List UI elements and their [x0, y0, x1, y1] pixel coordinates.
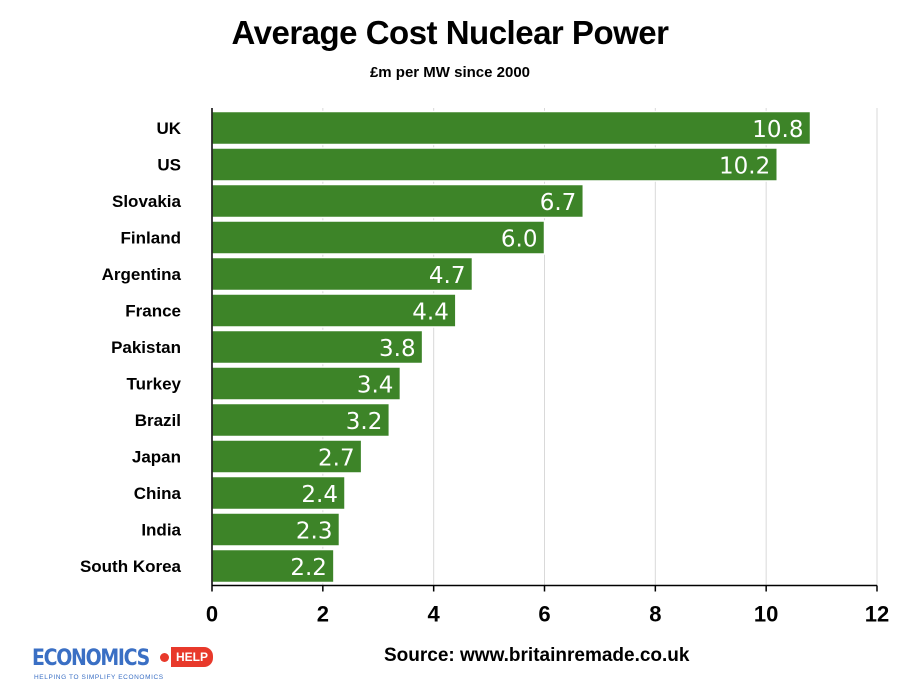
chart-subtitle: £m per MW since 2000	[369, 64, 531, 81]
category-label: Finland	[121, 229, 181, 248]
data-label: 6.0	[501, 227, 538, 253]
category-label: Argentina	[102, 265, 182, 284]
data-label: 3.2	[346, 409, 383, 435]
x-tick-label: 0	[206, 602, 218, 627]
category-label: South Korea	[80, 557, 182, 576]
data-label: 3.4	[357, 373, 394, 399]
bar	[211, 548, 335, 584]
category-label: Japan	[132, 448, 181, 467]
category-label: UK	[156, 119, 181, 138]
category-label: China	[134, 484, 182, 503]
bar-chart: UK 10.8 US 10.2 Slovakia 6.7 Finland 6.0 Argenti…	[80, 108, 889, 627]
chart-title: Average Cost Nuclear Power	[231, 14, 669, 51]
source-note: Source: www.britainremade.co.uk	[384, 645, 690, 666]
category-label: Brazil	[135, 411, 181, 430]
data-label: 6.7	[540, 190, 577, 216]
data-label: 3.8	[379, 336, 416, 362]
bar	[211, 329, 424, 365]
category-label: Pakistan	[111, 338, 181, 357]
economics-help-logo: ECONOMICS HELP HELPING TO SIMPLIFY ECONO…	[32, 646, 214, 686]
category-label: Slovakia	[112, 192, 182, 211]
data-label: 2.7	[318, 446, 355, 472]
data-label: 4.4	[412, 300, 449, 326]
category-label: Turkey	[127, 375, 182, 394]
x-tick-label: 8	[649, 602, 661, 627]
data-label: 2.2	[290, 555, 327, 581]
bar	[211, 512, 341, 547]
logo-dot	[160, 653, 169, 662]
bar	[211, 366, 402, 401]
category-label: US	[157, 156, 181, 175]
x-tick-label: 10	[754, 602, 778, 627]
logo-tagline: HELPING TO SIMPLIFY ECONOMICS	[34, 674, 164, 681]
bar	[211, 183, 585, 219]
data-label: 4.7	[429, 263, 466, 289]
bar	[211, 147, 778, 182]
category-label: India	[141, 521, 181, 540]
logo-word: ECONOMICS	[32, 646, 150, 671]
x-tick-label: 4	[428, 602, 441, 627]
data-label: 10.2	[719, 154, 770, 180]
data-label: 2.4	[301, 482, 338, 508]
x-tick-label: 12	[865, 602, 889, 627]
bar	[211, 439, 363, 474]
data-label: 10.8	[752, 117, 803, 143]
bar	[211, 402, 391, 438]
bar	[211, 220, 546, 255]
x-tick-label: 6	[538, 602, 550, 627]
data-label: 2.3	[296, 519, 333, 545]
bar	[211, 110, 812, 146]
logo-badge: HELP	[171, 647, 214, 667]
category-label: France	[125, 302, 181, 321]
bar	[211, 475, 346, 511]
x-tick-label: 2	[317, 602, 329, 627]
